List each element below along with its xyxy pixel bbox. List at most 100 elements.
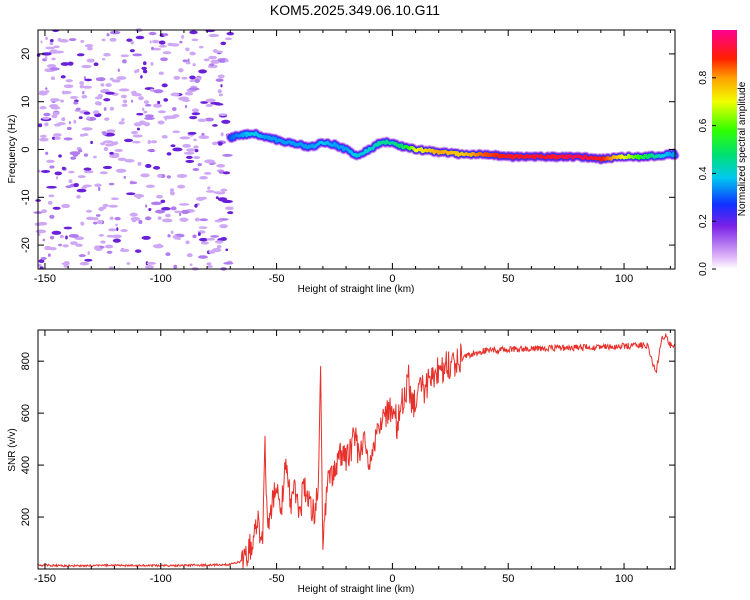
noise-dot <box>220 84 223 88</box>
noise-dot <box>198 69 207 74</box>
noise-dot <box>131 99 134 103</box>
snr-x-tick-label-4: 50 <box>502 573 514 585</box>
noise-dot <box>154 209 166 214</box>
noise-dot <box>65 185 73 189</box>
noise-dot <box>77 175 86 179</box>
noise-dot <box>208 55 217 60</box>
noise-dot <box>214 219 223 223</box>
noise-dot <box>109 30 121 35</box>
noise-dot <box>206 262 212 266</box>
noise-dot <box>126 192 136 196</box>
noise-dot <box>162 218 172 222</box>
noise-dot <box>63 226 73 230</box>
noise-dot <box>70 156 77 160</box>
noise-dot <box>214 240 224 244</box>
noise-dot <box>114 148 124 152</box>
noise-dot <box>110 197 120 201</box>
noise-dot <box>68 121 71 125</box>
noise-dot <box>100 142 106 146</box>
noise-dot <box>122 99 128 104</box>
noise-dot <box>186 148 197 152</box>
noise-dot <box>161 135 168 139</box>
colorbar-tick-label-2: 0.4 <box>698 166 709 180</box>
noise-dot <box>48 194 55 198</box>
noise-dot <box>191 112 201 116</box>
noise-dot <box>108 204 118 208</box>
noise-dot <box>85 209 93 213</box>
noise-dot <box>178 203 190 206</box>
noise-dot <box>47 200 53 205</box>
noise-dot <box>217 141 223 146</box>
noise-dot <box>140 173 150 178</box>
noise-dot <box>152 39 160 44</box>
noise-dot <box>131 93 142 97</box>
noise-dot <box>98 233 105 237</box>
noise-dot <box>82 184 92 188</box>
noise-dot <box>120 229 128 233</box>
spectrogram-x-tick-label-2: -50 <box>269 273 285 285</box>
noise-dot <box>104 117 110 121</box>
noise-dot <box>192 234 197 239</box>
noise-dot <box>222 153 233 157</box>
noise-dot <box>79 133 85 137</box>
noise-dot <box>189 75 196 80</box>
noise-dot <box>40 134 47 138</box>
noise-dot <box>172 147 183 152</box>
noise-dot <box>150 201 162 206</box>
noise-dot <box>97 93 103 98</box>
noise-dot <box>187 58 190 63</box>
spectrogram-plot-area <box>38 30 675 269</box>
snr-x-tick-label-2: -50 <box>269 573 285 585</box>
noise-dot <box>176 173 188 178</box>
noise-dot <box>121 103 128 107</box>
noise-dot <box>129 49 135 53</box>
noise-dot <box>106 250 113 254</box>
noise-dot <box>170 230 174 234</box>
noise-dot <box>187 131 197 135</box>
snr-x-tick-label-1: -100 <box>150 573 172 585</box>
snr-series-line <box>37 333 676 569</box>
noise-dot <box>61 117 66 122</box>
noise-dot <box>38 123 43 128</box>
noise-dot <box>220 132 224 137</box>
noise-dot <box>160 57 168 62</box>
snr-x-tick-label-0: -150 <box>34 573 56 585</box>
noise-dot <box>210 102 221 105</box>
noise-dot <box>100 88 110 93</box>
noise-dot <box>54 171 63 176</box>
noise-dot <box>65 79 73 83</box>
noise-dot <box>179 40 183 44</box>
noise-dot <box>50 106 61 110</box>
noise-dot <box>133 193 145 198</box>
noise-dot <box>215 191 226 195</box>
noise-dot <box>100 240 106 244</box>
noise-dot <box>189 115 198 120</box>
noise-dot <box>103 107 107 111</box>
noise-dot <box>157 120 165 125</box>
noise-dot <box>146 261 157 265</box>
noise-dot <box>100 83 105 87</box>
noise-dot <box>116 227 119 232</box>
noise-dot <box>123 175 126 179</box>
noise-dot <box>93 62 99 67</box>
noise-dot <box>87 46 93 51</box>
noise-dot <box>217 197 228 202</box>
noise-dot <box>197 118 207 122</box>
noise-dot <box>98 186 101 192</box>
noise-dot <box>61 90 72 95</box>
noise-dot <box>132 53 143 57</box>
noise-dot <box>68 38 77 42</box>
noise-dot <box>126 262 131 265</box>
noise-dot <box>194 203 198 208</box>
noise-dot <box>108 228 117 232</box>
noise-dot <box>193 156 201 160</box>
snr-y-tick-label-0: 200 <box>20 508 32 526</box>
noise-dot <box>170 206 177 211</box>
noise-dot <box>120 94 127 99</box>
noise-dot <box>50 41 54 46</box>
noise-dot <box>121 118 125 122</box>
noise-dot <box>143 100 150 104</box>
noise-dot <box>108 182 115 186</box>
noise-dot <box>101 57 106 61</box>
noise-dot <box>53 133 62 137</box>
